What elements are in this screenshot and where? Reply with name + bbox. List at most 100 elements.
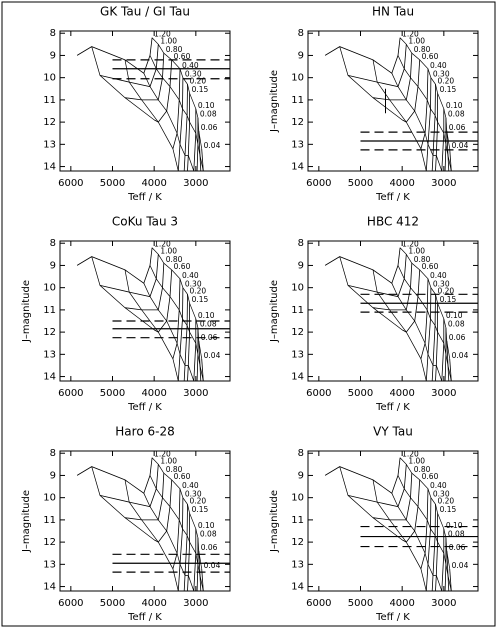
y-tick-label: 10	[291, 73, 304, 84]
x-tick-label: 3000	[431, 388, 456, 399]
model-track	[187, 303, 190, 381]
y-axis-label: J–magnitude	[269, 70, 280, 133]
isochrone	[91, 46, 155, 121]
isochrone	[91, 466, 155, 541]
panel: HN Tau Teff / K J–magnitude 6000 5000 4000 300…	[269, 5, 479, 203]
track-label: 0.15	[440, 505, 457, 514]
model-track	[441, 108, 445, 171]
x-axis-label: Teff / K	[375, 612, 410, 623]
model-track	[187, 513, 190, 591]
plot-area: 1.201.000.800.600.400.300.200.15 0.100.08…	[76, 451, 230, 591]
track-label: 1.20	[402, 450, 419, 459]
isochrone	[151, 457, 203, 569]
track-label: 0.15	[440, 85, 457, 94]
x-tick-label: 3000	[183, 178, 208, 189]
y-tick-label: 12	[43, 117, 56, 128]
model-track	[435, 93, 438, 171]
x-tick-label: 5000	[348, 178, 373, 189]
isochrone	[399, 457, 451, 569]
model-track	[431, 294, 436, 381]
y-tick-label: 10	[43, 493, 56, 504]
isochrone	[124, 269, 188, 381]
track-label: 0.80	[166, 465, 183, 474]
x-axis-label: Teff / K	[127, 402, 162, 413]
isochrone	[149, 475, 204, 591]
isochrone	[91, 256, 155, 331]
y-tick-label: 8	[298, 28, 304, 39]
x-tick-label: 5000	[348, 388, 373, 399]
model-track	[187, 93, 190, 171]
plot-frame	[307, 240, 479, 382]
plot-frame	[59, 240, 231, 382]
track-label: 0.04	[452, 351, 469, 360]
isochrone	[397, 475, 452, 591]
track-label: 0.80	[166, 45, 183, 54]
isochrone	[339, 466, 403, 541]
track-label: 0.40	[182, 271, 199, 280]
track-label: 0.80	[166, 255, 183, 264]
track-label: 0.06	[201, 123, 218, 132]
isochrone	[151, 247, 203, 359]
panel: GK Tau / GI Tau Teff / K 6000 5000 4000 3000 8…	[43, 5, 231, 203]
isochrone	[124, 59, 188, 171]
x-tick-label: 4000	[141, 388, 166, 399]
model-track	[177, 77, 184, 171]
model-track	[172, 68, 181, 149]
model-track	[124, 473, 165, 521]
model-track	[425, 287, 432, 381]
plot-frame	[307, 30, 479, 172]
track-label: 0.60	[174, 52, 191, 61]
isochrone	[397, 55, 452, 171]
track-label: 1.00	[408, 36, 425, 45]
isochrone	[372, 479, 436, 591]
y-tick-label: 14	[291, 372, 304, 383]
y-tick-label: 13	[43, 349, 56, 360]
y-tick-label: 12	[43, 327, 56, 338]
model-track	[324, 457, 401, 494]
model-track	[124, 263, 165, 311]
model-track	[435, 303, 438, 381]
x-tick-label: 6000	[306, 388, 331, 399]
panel: CoKu Tau 3 Teff / K J–magnitude 6000 5000 400…	[21, 215, 231, 413]
panel: VY Tau Teff / K J–magnitude 6000 5000 4000 300…	[269, 425, 479, 623]
isochrone	[372, 269, 436, 381]
x-tick-label: 5000	[100, 178, 125, 189]
track-label: 0.15	[192, 295, 209, 304]
y-tick-label: 14	[43, 372, 56, 383]
x-tick-label: 6000	[58, 388, 83, 399]
y-tick-label: 10	[43, 73, 56, 84]
model-track	[183, 504, 188, 591]
track-label: 0.40	[430, 481, 447, 490]
y-tick-label: 14	[291, 162, 304, 173]
x-tick-label: 4000	[389, 388, 414, 399]
track-label: 0.08	[200, 320, 217, 329]
x-tick-label: 5000	[100, 388, 125, 399]
y-tick-label: 11	[291, 515, 304, 526]
y-tick-label: 9	[50, 50, 56, 61]
panel-title: Haro 6-28	[115, 425, 174, 439]
y-tick-label: 8	[298, 448, 304, 459]
model-track	[324, 37, 401, 74]
track-label: 0.30	[433, 490, 450, 499]
track-label: 0.10	[198, 311, 215, 320]
x-tick-label: 4000	[389, 178, 414, 189]
y-tick-label: 8	[50, 238, 56, 249]
track-label: 0.20	[438, 496, 455, 505]
track-label: 0.30	[433, 280, 450, 289]
x-tick-label: 4000	[141, 598, 166, 609]
isochrone	[399, 37, 451, 149]
isochrone	[143, 73, 201, 171]
y-tick-label: 11	[291, 95, 304, 106]
model-track	[193, 318, 197, 381]
track-label: 0.06	[449, 123, 466, 132]
track-label: 0.60	[174, 472, 191, 481]
y-tick-label: 13	[291, 559, 304, 570]
panel-title: HN Tau	[372, 5, 414, 19]
isochrone	[151, 37, 203, 149]
model-track	[435, 513, 438, 591]
track-label: 0.04	[452, 561, 469, 570]
isochrone	[149, 265, 204, 381]
x-axis-label: Teff / K	[127, 612, 162, 623]
